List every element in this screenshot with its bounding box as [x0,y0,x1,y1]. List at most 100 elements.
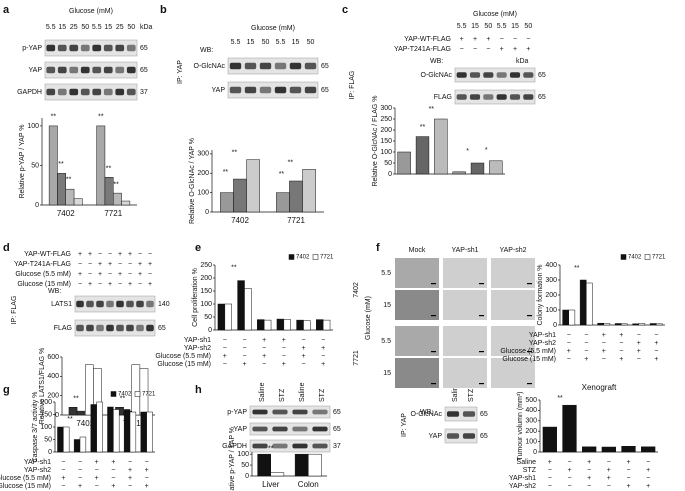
condition-sign: − [637,332,641,339]
lane-label: 15 [292,39,300,46]
condition-label: YAP-WT-FLAG [404,36,451,43]
blot-band [96,324,104,332]
blot-band [523,72,534,78]
condition-sign: − [567,459,571,466]
scale-bar [527,383,532,385]
bar [57,426,64,453]
scale-bar [479,283,484,285]
bar [614,323,622,326]
condition-sign: − [619,340,623,347]
blot-band [304,86,317,94]
x-tick-label: 7402 [57,209,75,218]
blot-band [462,411,476,417]
condition-sign: + [78,483,82,490]
bar [562,404,577,453]
condition-sign: + [321,361,325,368]
condition-sign: − [567,356,571,363]
blot-band [57,44,67,52]
y-tick-label: 150 [40,411,52,418]
blot-band [446,411,460,417]
blot-row-label: O-GlcNAc [194,63,226,70]
y-tick-label: 100 [27,123,39,130]
condition-sign: − [587,467,591,474]
blot-row-label: GAPDH [222,443,247,450]
blot-band [312,409,328,415]
condition-sign: − [78,467,82,474]
bar [65,188,75,206]
condition-sign: − [118,261,122,268]
blot-band [292,426,308,432]
condition-sign: + [128,467,132,474]
condition-sign: − [138,251,142,258]
condition-sign: + [500,46,504,53]
y-tick-label: 0 [208,327,212,334]
condition-sign: − [242,337,246,344]
y-tick-label: 100 [525,438,537,445]
bar [113,192,122,206]
y-tick-label: 150 [380,138,392,145]
bar [322,319,331,331]
annotation: ** [223,169,229,176]
wb-label: WB: [420,409,433,416]
condition-sign: + [223,353,227,360]
y-tick-label: 100 [40,424,52,431]
kda-label: kDa [140,24,153,31]
scale-bar [527,351,532,353]
bar [246,159,260,213]
blot-band [103,66,113,74]
condition-label: Glucose (5.5 mM) [155,353,211,360]
y-axis-label: Colony formation % [537,264,544,325]
condition-sign: + [602,332,606,339]
bar [96,401,103,453]
annotation: ** [574,265,580,272]
bar [656,323,663,326]
condition-sign: + [626,459,630,466]
annotation: ** [429,106,435,113]
condition-label: YAP-sh1 [509,475,536,482]
bar [104,177,114,206]
condition-sign: − [78,261,82,268]
dose-label: 15 [383,302,391,309]
y-tick-label: 100 [197,189,209,196]
condition-sign: + [128,281,132,288]
blot-band [304,62,317,70]
condition-sign: − [626,467,630,474]
blot-band [483,94,494,100]
condition-sign: + [78,251,82,258]
blot-band [69,44,79,52]
blot-strip [44,83,138,101]
lane-label: STZ [319,388,326,402]
condition-sign: − [262,345,266,352]
panel-letter: g [3,384,10,396]
lane-label: 50 [484,23,492,30]
condition-sign: − [128,271,132,278]
blot-band [292,409,308,415]
bar [113,409,120,453]
condition-sign: + [148,281,152,288]
x-tick-label: 7721 [104,209,122,218]
blot-row-label: FLAG [54,325,72,332]
blot-strip [444,428,478,444]
y-tick-label: 50 [384,160,392,167]
y-tick-label: 200 [197,170,209,177]
blot-band [80,44,90,52]
bar [308,453,322,477]
bar [220,192,234,213]
condition-sign: − [301,361,305,368]
blot-band [312,426,328,432]
condition-sign: + [602,348,606,355]
blot-band [272,426,288,432]
condition-sign: − [78,475,82,482]
bar [57,173,66,206]
y-tick-label: 100 [380,149,392,156]
condition-sign: − [111,475,115,482]
y-tick-label: 400 [47,373,59,380]
condition-sign: + [61,475,65,482]
condition-sign: + [654,340,658,347]
axis-label: Glucose (mM) [365,296,372,340]
blot-size: 37 [333,443,341,450]
y-axis-label: Relative LATS1/FLAG % [39,348,46,425]
condition-sign: + [108,261,112,268]
bar [621,446,636,453]
condition-sign: − [148,251,152,258]
